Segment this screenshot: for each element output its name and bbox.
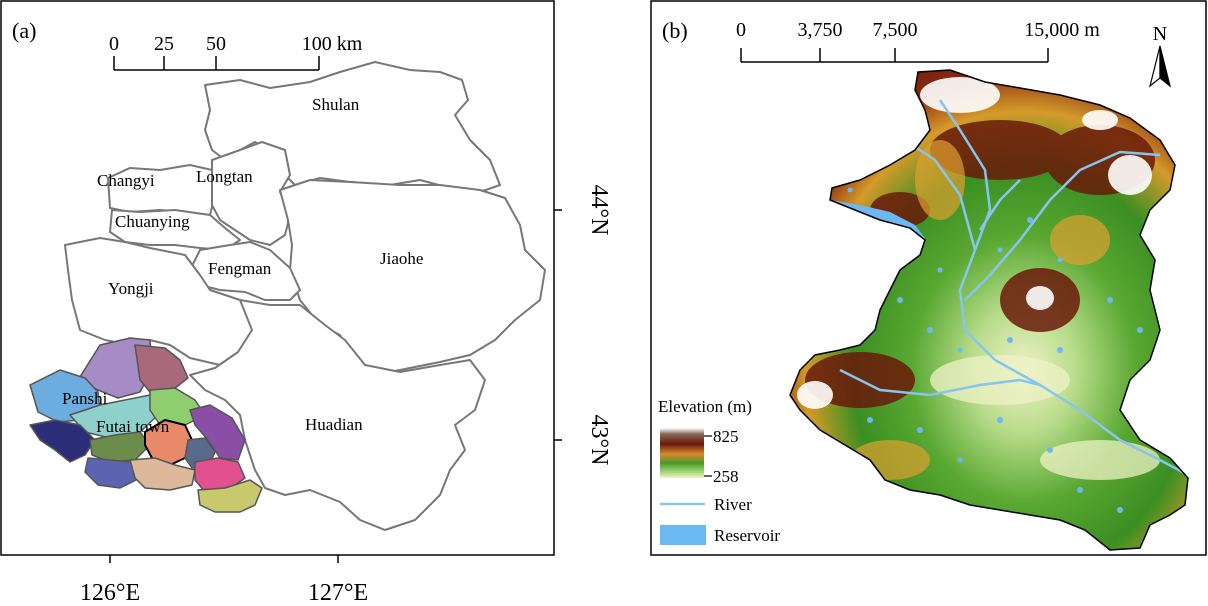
legend-min: 258: [713, 467, 739, 486]
label-changyi: Changyi: [97, 171, 155, 190]
north-arrow-icon: N: [1148, 23, 1172, 88]
subunit-khaki: [197, 479, 263, 513]
scale-tick-a-3: 100 km: [302, 33, 363, 55]
panel-a-scale-bar: 0 25 50 100 km: [109, 33, 363, 71]
label-fengman: Fengman: [208, 259, 272, 278]
scale-tick-a-0: 0: [109, 33, 119, 55]
panel-b: (b) 0 3,750 7,500 15,000 m N: [650, 0, 1207, 556]
subunit-brown-north: [134, 344, 189, 393]
region-longtan: [211, 141, 291, 246]
label-jiaohe: Jiaohe: [380, 249, 423, 268]
label-shulan: Shulan: [312, 95, 360, 114]
elevation-color-ramp: [660, 428, 704, 478]
panel-b-scale-bar: 0 3,750 7,500 15,000 m: [736, 19, 1100, 63]
panel-b-label: (b): [662, 18, 688, 43]
panel-a-label: (a): [12, 18, 36, 43]
panel-a: (a) 0 25 50 100 km: [0, 0, 612, 606]
subunit-violet-east: [189, 404, 246, 461]
legend-reservoir: Reservoir: [714, 526, 780, 545]
subunit-tan: [129, 457, 196, 491]
scale-tick-b-2: 7,500: [873, 19, 918, 41]
legend: Elevation (m) 825 258 River Reservoir: [658, 397, 780, 545]
scale-tick-b-0: 0: [736, 19, 746, 41]
lon-label-126: 126°E: [80, 580, 140, 606]
legend-title: Elevation (m): [658, 397, 752, 416]
scale-tick-a-2: 50: [206, 33, 226, 55]
legend-max: 825: [713, 427, 739, 446]
scale-tick-a-1: 25: [154, 33, 174, 55]
label-huadian: Huadian: [305, 415, 363, 434]
region-jiaohe: [279, 179, 546, 376]
label-longtan: Longtan: [196, 167, 253, 186]
label-chuanying: Chuanying: [115, 212, 190, 231]
subunit-navy: [29, 419, 96, 463]
scale-tick-b-1: 3,750: [798, 19, 843, 41]
legend-river: River: [714, 495, 752, 514]
region-huadian: [189, 299, 486, 531]
scale-tick-b-3: 15,000 m: [1024, 19, 1100, 41]
legend-reservoir-swatch: [660, 525, 706, 545]
label-futai-town: Futai town: [96, 417, 170, 436]
subunit-olive: [89, 431, 151, 463]
north-label: N: [1153, 23, 1167, 45]
county-boundaries: [64, 61, 546, 531]
lon-label-127: 127°E: [308, 580, 368, 606]
label-panshi: Panshi: [62, 389, 108, 408]
label-yongji: Yongji: [108, 279, 154, 298]
lat-label-43: 43°N: [586, 415, 612, 466]
region-labels: Shulan Changyi Longtan Chuanying Jiaohe …: [62, 95, 423, 436]
panshi-subunits: [29, 337, 263, 513]
subunit-periwinkle: [84, 457, 141, 489]
lat-label-44: 44°N: [586, 185, 612, 236]
